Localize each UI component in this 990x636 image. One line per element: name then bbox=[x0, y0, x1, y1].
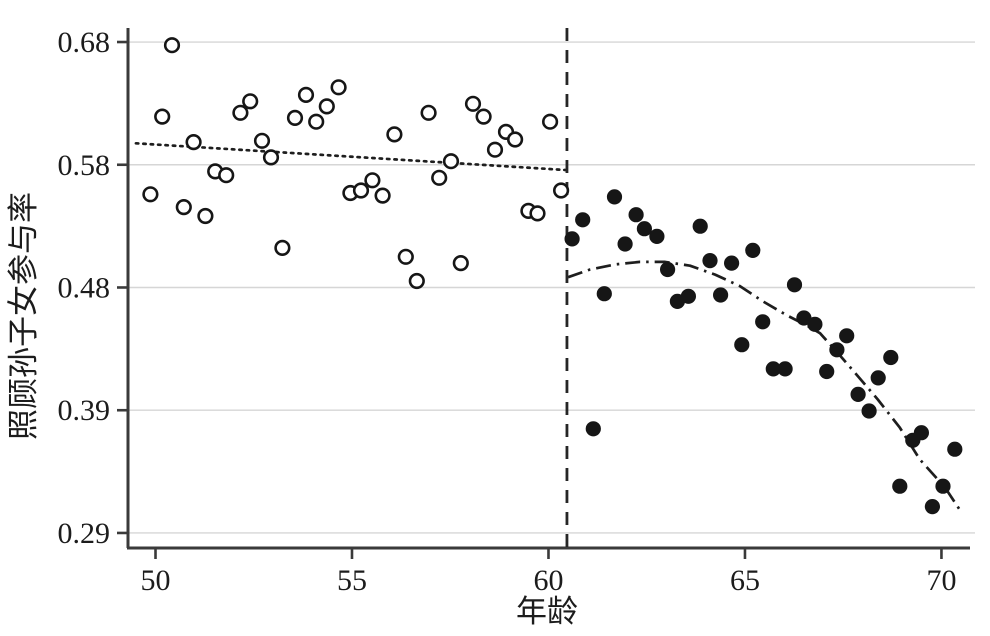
data-point-filled bbox=[745, 242, 761, 258]
data-point-open bbox=[408, 272, 425, 290]
data-point-open bbox=[297, 86, 315, 103]
data-point-filled bbox=[660, 261, 676, 278]
data-point-open bbox=[175, 199, 192, 216]
data-point-filled bbox=[564, 231, 580, 247]
data-point-filled bbox=[777, 361, 793, 377]
y-tick-label: 0.68 bbox=[58, 26, 111, 59]
data-point-filled bbox=[575, 212, 591, 228]
data-point-open bbox=[286, 109, 304, 126]
data-point-open bbox=[529, 205, 546, 222]
data-point-filled bbox=[596, 286, 612, 302]
data-point-filled bbox=[870, 370, 886, 386]
y-axis-title: 照顾孙子女参与率 bbox=[6, 192, 41, 440]
data-point-open bbox=[154, 108, 171, 125]
scatter-points-open bbox=[142, 37, 570, 290]
data-point-open bbox=[253, 132, 271, 149]
data-point-filled bbox=[947, 441, 963, 457]
x-tick-label: 70 bbox=[926, 564, 956, 597]
data-point-filled bbox=[724, 255, 740, 271]
x-tick-label: 50 bbox=[141, 564, 171, 597]
data-point-filled bbox=[935, 478, 951, 494]
x-tick-label: 60 bbox=[533, 564, 563, 597]
data-point-filled bbox=[585, 421, 601, 437]
post-cutoff-fit-line bbox=[567, 260, 964, 514]
data-point-open bbox=[142, 186, 159, 203]
data-point-open bbox=[163, 37, 181, 54]
data-point-open bbox=[274, 239, 291, 256]
data-point-open bbox=[364, 172, 381, 189]
data-point-filled bbox=[861, 403, 877, 419]
data-point-filled bbox=[829, 342, 845, 358]
data-point-open bbox=[475, 108, 492, 125]
data-point-open bbox=[386, 126, 403, 143]
data-point-filled bbox=[617, 236, 633, 252]
data-point-open bbox=[541, 113, 559, 130]
data-point-filled bbox=[883, 349, 899, 366]
y-tick-label: 0.48 bbox=[58, 271, 111, 304]
data-point-open bbox=[506, 131, 524, 148]
data-point-filled bbox=[807, 316, 823, 332]
data-point-open bbox=[318, 98, 335, 115]
data-point-open bbox=[232, 104, 249, 121]
data-point-filled bbox=[839, 328, 855, 344]
data-point-filled bbox=[628, 207, 644, 223]
fit-lines bbox=[134, 141, 964, 514]
data-point-open bbox=[242, 93, 259, 110]
data-point-filled bbox=[913, 425, 930, 441]
data-point-filled bbox=[734, 337, 750, 353]
x-axis: 50 55 60 65 70 bbox=[127, 546, 970, 597]
y-tick-label: 0.58 bbox=[58, 149, 111, 182]
data-point-filled bbox=[680, 288, 697, 304]
data-point-filled bbox=[796, 310, 812, 326]
data-point-filled bbox=[765, 361, 781, 377]
x-tick-label: 55 bbox=[337, 564, 367, 597]
data-point-filled bbox=[649, 228, 665, 244]
data-point-filled bbox=[819, 363, 835, 380]
data-point-filled bbox=[606, 189, 623, 205]
data-point-open bbox=[552, 182, 570, 199]
x-axis-title: 年龄 bbox=[516, 594, 578, 629]
y-axis: 0.68 0.58 0.48 0.39 0.29 bbox=[58, 26, 130, 550]
data-point-filled bbox=[713, 287, 729, 303]
pre-cutoff-fit-line bbox=[134, 141, 569, 172]
data-point-open bbox=[431, 169, 448, 186]
y-tick-label: 0.29 bbox=[58, 517, 111, 550]
data-point-filled bbox=[702, 253, 718, 269]
data-point-open bbox=[486, 141, 504, 158]
data-point-open bbox=[442, 153, 460, 170]
scatter-points-filled bbox=[564, 189, 963, 515]
data-point-filled bbox=[692, 218, 708, 234]
data-point-filled bbox=[786, 277, 803, 293]
data-point-filled bbox=[636, 221, 653, 237]
data-point-open bbox=[197, 207, 214, 225]
data-point-filled bbox=[850, 386, 866, 402]
data-point-open bbox=[397, 248, 414, 265]
data-point-filled bbox=[924, 499, 941, 515]
y-tick-label: 0.39 bbox=[58, 394, 111, 427]
data-point-filled bbox=[755, 314, 771, 330]
data-point-open bbox=[464, 95, 482, 112]
data-point-open bbox=[352, 182, 370, 199]
data-point-open bbox=[308, 113, 325, 130]
data-point-open bbox=[330, 79, 347, 96]
x-tick-label: 65 bbox=[730, 564, 760, 597]
data-point-filled bbox=[892, 478, 908, 494]
data-point-open bbox=[374, 187, 391, 204]
data-point-open bbox=[420, 104, 437, 121]
data-point-open bbox=[185, 134, 202, 151]
data-point-open bbox=[262, 149, 280, 166]
data-point-open bbox=[218, 167, 235, 184]
data-point-open bbox=[452, 255, 469, 272]
